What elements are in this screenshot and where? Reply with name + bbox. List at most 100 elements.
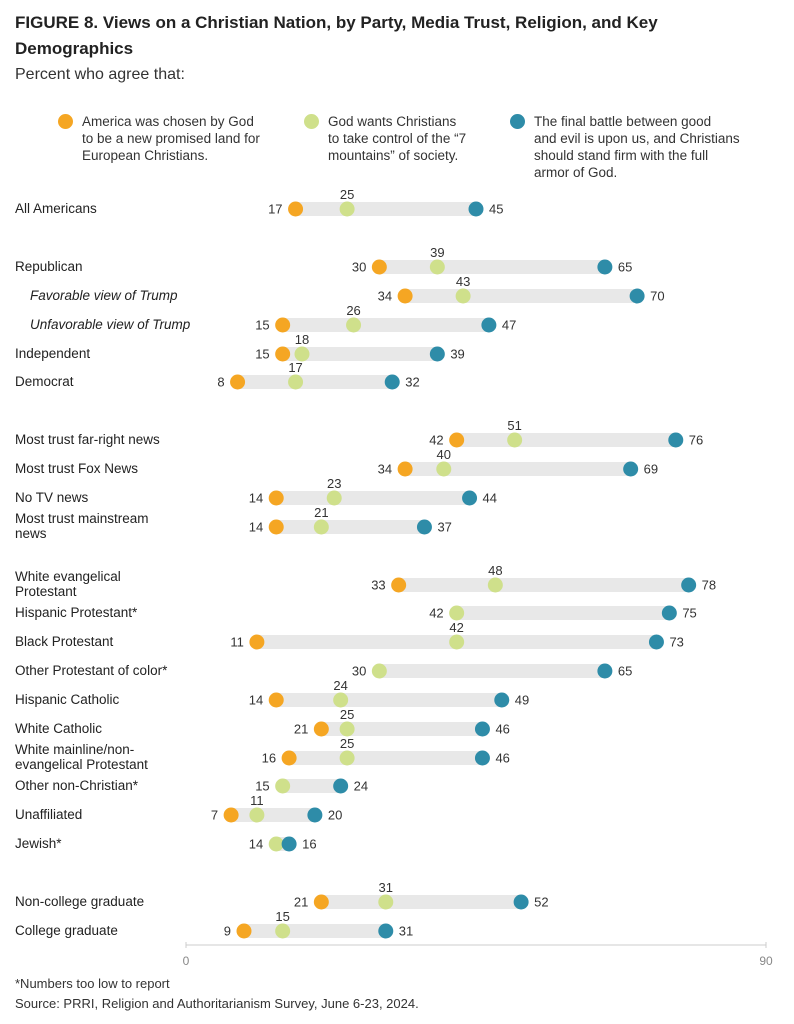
dot-seven-mountains [275, 923, 291, 939]
row-label: Other non-Christian* [15, 777, 139, 793]
dot-seven-mountains [449, 605, 465, 621]
data-label: 37 [437, 520, 451, 535]
row-label: Most trust far-right news [15, 431, 160, 447]
row-label: College graduate [15, 922, 118, 938]
dot-seven-mountains [346, 317, 362, 333]
row-label: White evangelical Protestant [15, 569, 121, 599]
dot-final-battle [307, 807, 323, 823]
row-label: Democrat [15, 373, 74, 389]
data-label: 46 [495, 751, 509, 766]
dot-chosen-by-god [397, 288, 413, 304]
dot-seven-mountains [507, 432, 523, 448]
chart-title: FIGURE 8. Views on a Christian Nation, b… [15, 13, 658, 58]
data-label: 75 [682, 606, 696, 621]
x-tick-label: 90 [759, 954, 773, 968]
dot-final-battle [462, 490, 478, 506]
range-bar [276, 491, 470, 505]
dot-final-battle [384, 374, 400, 390]
dot-seven-mountains [313, 519, 329, 535]
range-bar [231, 808, 315, 822]
data-label: 21 [294, 722, 308, 737]
data-label: 20 [328, 808, 342, 823]
data-label: 33 [371, 578, 385, 593]
data-label: 30 [352, 260, 366, 275]
dot-seven-mountains [436, 461, 452, 477]
data-label: 44 [483, 491, 497, 506]
range-bar [405, 462, 631, 476]
dot-seven-mountains [294, 346, 310, 362]
dot-seven-mountains [487, 577, 503, 593]
data-label: 48 [488, 563, 502, 578]
data-label: 16 [262, 751, 276, 766]
dot-seven-mountains [275, 778, 291, 794]
row-label: Black Protestant [15, 633, 114, 649]
dot-seven-mountains [288, 374, 304, 390]
row-label: Favorable view of Trump [30, 287, 178, 303]
data-label: 31 [399, 924, 413, 939]
dot-seven-mountains [378, 894, 394, 910]
dot-final-battle [333, 778, 349, 794]
legend-label: The final battle between good and evil i… [534, 114, 740, 180]
data-label: 76 [689, 433, 703, 448]
dot-final-battle [474, 721, 490, 737]
data-label: 8 [217, 375, 224, 390]
data-label: 65 [618, 664, 632, 679]
data-label: 32 [405, 375, 419, 390]
data-label: 14 [249, 520, 263, 535]
data-label: 42 [429, 433, 443, 448]
dot-seven-mountains [371, 663, 387, 679]
data-label: 51 [507, 418, 521, 433]
chart-subtitle: Percent who agree that: [15, 66, 185, 83]
x-tick-label: 0 [183, 954, 190, 968]
dot-final-battle [597, 259, 613, 275]
dot-chosen-by-god [249, 634, 265, 650]
row-label: Independent [15, 345, 91, 361]
data-label: 15 [255, 347, 269, 362]
dot-final-battle [513, 894, 529, 910]
data-label: 42 [449, 620, 463, 635]
data-label: 65 [618, 260, 632, 275]
data-label: 21 [314, 505, 328, 520]
range-bar [321, 722, 483, 736]
dot-final-battle [661, 605, 677, 621]
dot-final-battle [629, 288, 645, 304]
data-label: 49 [515, 693, 529, 708]
data-label: 42 [429, 606, 443, 621]
data-label: 39 [430, 245, 444, 260]
dot-chosen-by-god [223, 807, 239, 823]
data-label: 25 [340, 707, 354, 722]
data-label: 11 [250, 793, 264, 808]
dot-chosen-by-god [288, 201, 304, 217]
dot-final-battle [281, 836, 297, 852]
legend-item-final-battle: The final battle between good and evil i… [510, 113, 740, 181]
range-bar [282, 318, 489, 332]
dot-seven-mountains [339, 721, 355, 737]
range-bar [244, 924, 386, 938]
data-label: 9 [224, 924, 231, 939]
dot-final-battle [668, 432, 684, 448]
data-label: 7 [211, 808, 218, 823]
dot-seven-mountains [333, 692, 349, 708]
row-label: No TV news [15, 489, 89, 505]
data-label: 39 [450, 347, 464, 362]
data-label: 46 [495, 722, 509, 737]
dot-chosen-by-god [397, 461, 413, 477]
data-label: 11 [230, 635, 244, 650]
dot-final-battle [429, 346, 445, 362]
dot-seven-mountains [249, 807, 265, 823]
footnote: *Numbers too low to report [15, 976, 170, 991]
range-bar [276, 693, 502, 707]
dot-final-battle [416, 519, 432, 535]
data-label: 26 [346, 303, 360, 318]
data-label: 17 [268, 202, 282, 217]
row-label: Unfavorable view of Trump [30, 316, 191, 332]
dot-seven-mountains [449, 634, 465, 650]
dot-chosen-by-god [313, 721, 329, 737]
dot-final-battle [597, 663, 613, 679]
data-label: 14 [249, 693, 263, 708]
range-bar [379, 260, 605, 274]
data-label: 21 [294, 895, 308, 910]
dot-chosen-by-god [268, 519, 284, 535]
range-bar [295, 202, 476, 216]
data-label: 24 [333, 678, 347, 693]
